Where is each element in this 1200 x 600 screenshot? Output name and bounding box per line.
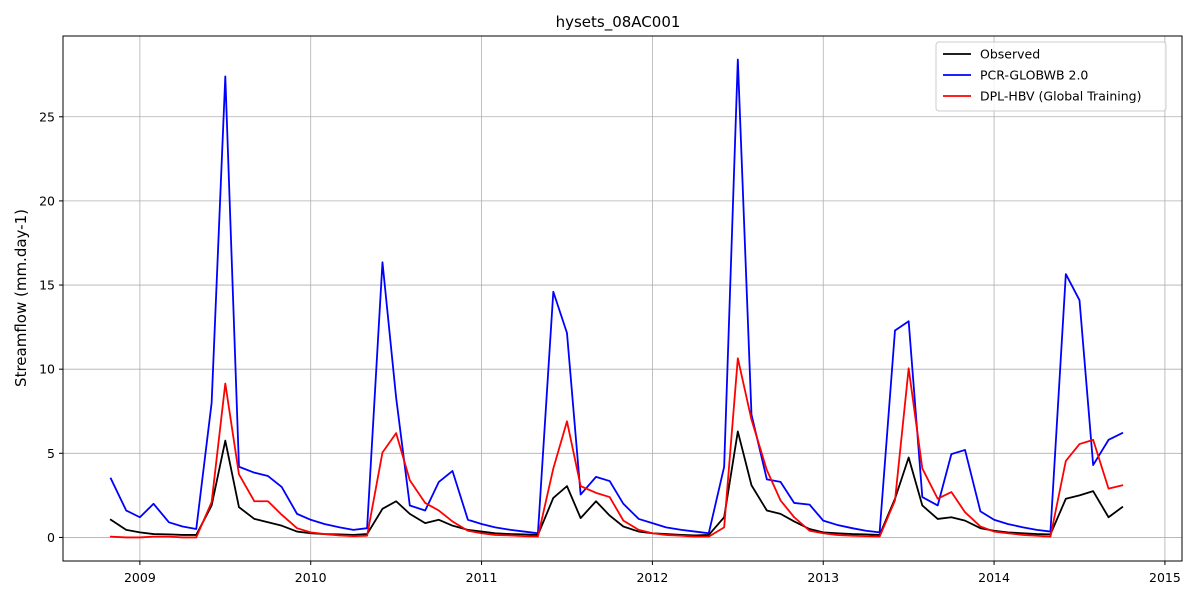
- plot-frame: [62, 35, 1183, 562]
- y-tick-label: 15: [39, 278, 55, 293]
- y-axis-label: Streamflow (mm.day-1): [12, 209, 30, 387]
- legend-label: PCR-GLOBWB 2.0: [980, 68, 1088, 83]
- axis-ticks: 2009 2010 2011 2012 2013 2014 2015 0 5 10 15 20 25: [39, 109, 1181, 585]
- x-tick-label: 2011: [466, 570, 498, 585]
- legend: Observed PCR-GLOBWB 2.0 DPL-HBV (Global Tr…: [935, 41, 1167, 112]
- series-line-dpl-hbv-global-training: [109, 357, 1124, 539]
- x-tick-label: 2015: [1149, 570, 1181, 585]
- chart-title: hysets_08AC001: [556, 13, 681, 32]
- x-tick-label: 2013: [807, 570, 839, 585]
- y-tick-label: 5: [47, 446, 55, 461]
- series-line-observed: [109, 430, 1124, 537]
- series-lines: [109, 58, 1124, 539]
- legend-box: [935, 41, 1167, 112]
- grid: [63, 36, 1182, 561]
- y-tick-label: 25: [39, 109, 55, 124]
- x-tick-label: 2009: [124, 570, 156, 585]
- series-line-pcr-globwb-2-0: [109, 58, 1124, 535]
- legend-label: DPL-HBV (Global Training): [980, 89, 1141, 104]
- y-tick-label: 10: [39, 362, 55, 377]
- x-tick-label: 2010: [295, 570, 327, 585]
- x-tick-label: 2012: [636, 570, 668, 585]
- legend-label: Observed: [980, 47, 1040, 62]
- y-tick-label: 20: [39, 193, 55, 208]
- x-tick-label: 2014: [978, 570, 1010, 585]
- y-tick-label: 0: [47, 530, 55, 545]
